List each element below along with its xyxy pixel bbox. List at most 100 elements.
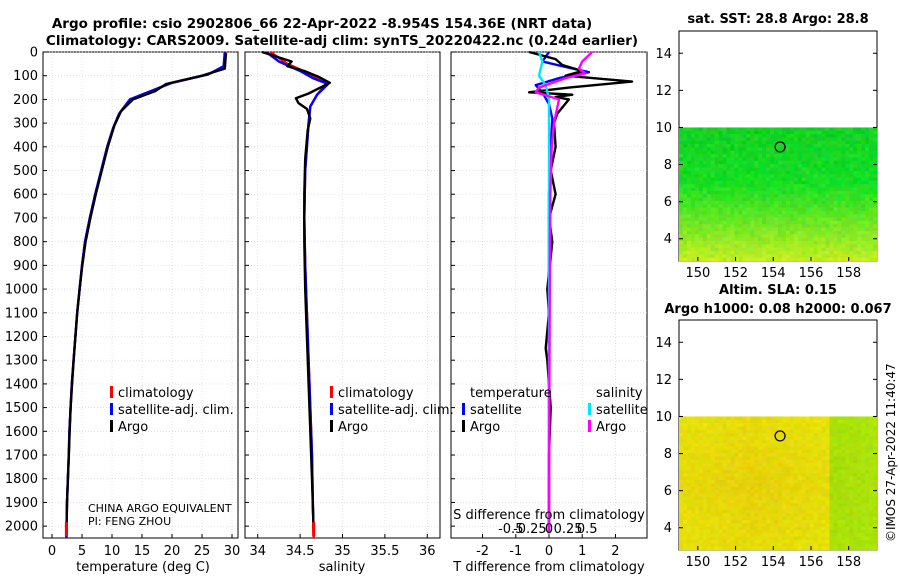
map-cell (829, 144, 834, 148)
map-cell (801, 160, 807, 165)
map-cell (857, 200, 862, 205)
map-cell (710, 479, 715, 484)
map-cell (734, 429, 739, 434)
map-cell (837, 536, 842, 541)
map-cell (714, 144, 719, 148)
map-cell (817, 187, 822, 192)
map-cell (730, 227, 735, 232)
map-cell (750, 469, 755, 474)
map-cell (829, 184, 834, 188)
map-cell (813, 509, 818, 514)
map-cell (690, 130, 696, 135)
map-cell (734, 479, 739, 484)
map-cell (694, 150, 700, 155)
map-cell (770, 224, 775, 228)
map-cell (853, 237, 858, 242)
map-cell (770, 419, 775, 424)
map-cell (841, 197, 846, 202)
map-cell (762, 419, 767, 424)
map-cell (853, 214, 858, 218)
map-cell (809, 426, 814, 431)
map-cell (770, 237, 775, 242)
map-cell (730, 240, 735, 245)
map-cell (805, 254, 810, 258)
map-cell (770, 214, 775, 218)
map-cell (750, 217, 755, 222)
map-cell (682, 220, 688, 225)
map-cell (742, 157, 747, 162)
map-cell (778, 416, 783, 421)
map-cell (821, 220, 826, 225)
map-cell (789, 204, 795, 208)
map-cell (734, 207, 739, 212)
map-cell (682, 184, 688, 188)
map-cell (734, 529, 739, 534)
map-cell (817, 234, 822, 238)
map-cell (825, 197, 830, 202)
map-cell (686, 463, 692, 467)
map-cell (694, 174, 700, 178)
map-cell (829, 436, 834, 441)
map-cell (778, 539, 783, 544)
map-cell (781, 493, 787, 497)
map-cell (702, 180, 708, 185)
map-cell (686, 436, 692, 441)
map-cell (857, 519, 862, 524)
map-cell (726, 499, 731, 504)
map-cell (853, 230, 858, 235)
map-cell (774, 170, 779, 175)
map-cell (766, 436, 771, 441)
map-cell (778, 459, 783, 464)
map-cell (706, 529, 711, 534)
map-cell (762, 130, 767, 135)
map-cell (781, 443, 787, 447)
sst-map-title: sat. SST: 28.8 Argo: 28.8 (687, 12, 868, 27)
map-cell (778, 184, 783, 188)
map-cell (778, 200, 783, 205)
map-cell (849, 513, 854, 517)
map-cell (730, 134, 735, 138)
map-cell (730, 469, 735, 474)
map-cell (766, 197, 771, 202)
map-cell (746, 137, 751, 142)
map-cell (785, 244, 791, 248)
map-cell (837, 184, 842, 188)
map-cell (857, 513, 862, 517)
map-cell (821, 489, 826, 494)
map-cell (857, 423, 862, 427)
map-cell (710, 426, 715, 431)
map-cell (865, 257, 870, 262)
map-cell (869, 469, 874, 474)
map-cell (718, 536, 723, 541)
map-cell (754, 237, 759, 242)
map-cell (679, 509, 684, 514)
map-cell (789, 227, 795, 232)
map-cell (825, 237, 830, 242)
map-cell (813, 174, 818, 178)
map-cell (813, 194, 818, 198)
map-cell (746, 426, 751, 431)
map-cell (797, 174, 803, 178)
map-cell (746, 433, 751, 437)
map-cell (679, 463, 684, 467)
map-cell (682, 217, 688, 222)
map-xtick-label: 152 (723, 555, 748, 570)
map-cell (722, 466, 727, 471)
map-cell (785, 423, 791, 427)
map-cell (805, 207, 810, 212)
map-cell (841, 224, 846, 228)
map-cell (821, 150, 826, 155)
map-cell (833, 224, 838, 228)
map-cell (694, 543, 700, 547)
map-cell (809, 220, 814, 225)
map-cell (738, 230, 743, 235)
map-cell (841, 463, 846, 467)
map-ytick-label: 10 (655, 410, 672, 425)
map-cell (865, 446, 870, 451)
map-cell (742, 496, 747, 501)
map-cell (710, 230, 715, 235)
map-cell (690, 449, 696, 454)
map-cell (746, 254, 751, 258)
map-cell (853, 503, 858, 507)
map-cell (789, 543, 795, 547)
